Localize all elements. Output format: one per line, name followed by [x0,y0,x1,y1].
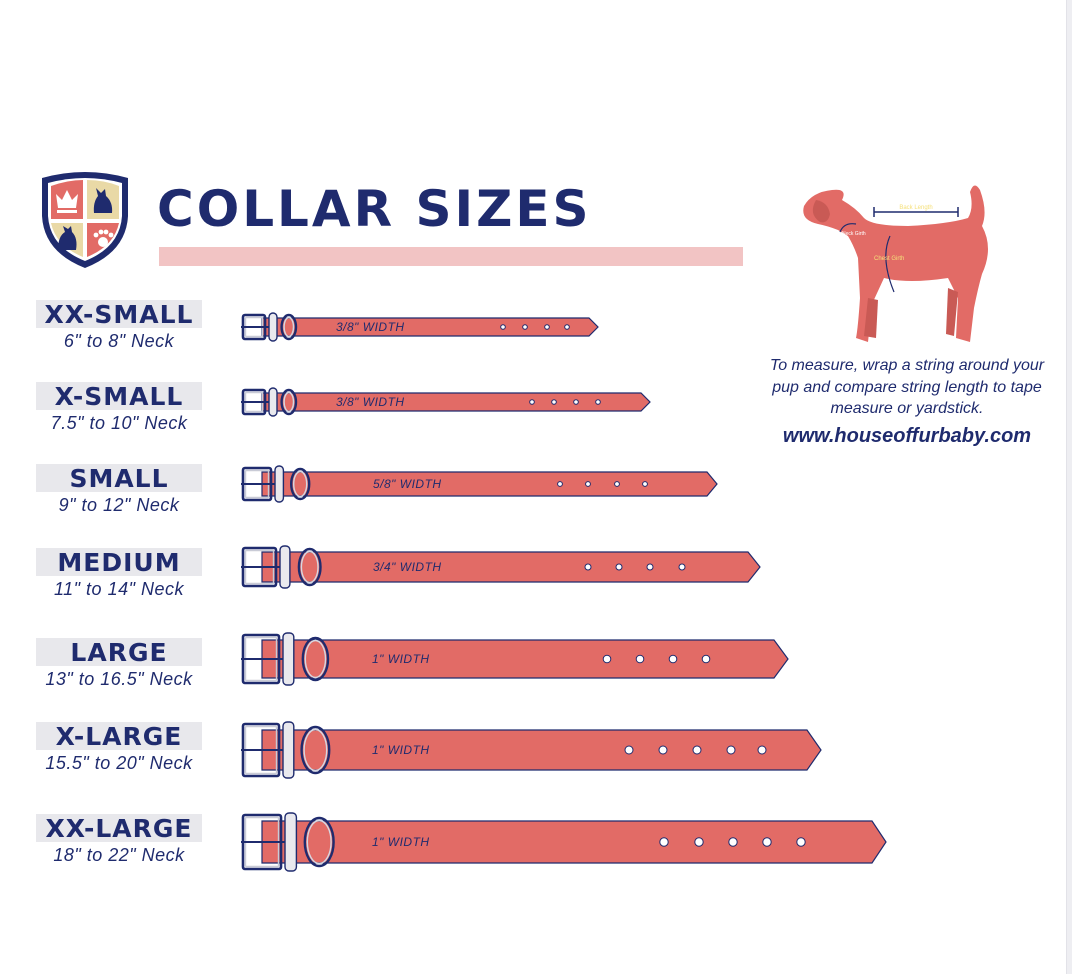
crest-logo [42,172,128,268]
neck-range: 13" to 16.5" Neck [45,669,193,689]
neck-range: 9" to 12" Neck [58,495,180,515]
size-name: LARGE [36,638,202,667]
neck-range: 6" to 8" Neck [63,331,175,351]
size-name: MEDIUM [36,548,202,577]
chest-girth-label: Chest Girth [874,256,904,262]
size-row: SMALL 9" to 12" Neck [36,464,936,534]
title-underline [159,247,743,266]
size-row: X-LARGE 15.5" to 20" Neck [36,722,936,792]
page-title: COLLAR SIZES [157,180,592,238]
size-row: LARGE 13" to 16.5" Neck [36,638,936,708]
size-row: MEDIUM 11" to 14" Neck [36,548,936,618]
size-name: XX-SMALL [36,300,202,329]
size-name: SMALL [36,464,202,493]
neck-range: 15.5" to 20" Neck [45,753,193,773]
size-row: XX-SMALL 6" to 8" Neck [36,300,936,370]
measure-instructions: To measure, wrap a string around your pu… [769,357,1045,417]
size-name: XX-LARGE [36,814,202,843]
neck-range: 11" to 14" Neck [53,579,184,599]
size-row: XX-LARGE 18" to 22" Neck [36,814,936,884]
size-row: X-SMALL 7.5" to 10" Neck [36,382,936,452]
size-name: X-SMALL [36,382,202,411]
back-length-label: Back Length [899,205,932,211]
size-name: X-LARGE [36,722,202,751]
neck-range: 7.5" to 10" Neck [50,413,188,433]
neck-girth-label: Neck Girth [842,231,866,237]
neck-range: 18" to 22" Neck [53,845,185,865]
page-edge [1066,0,1072,974]
website-link[interactable]: www.houseoffurbaby.com [782,425,1032,447]
dog-diagram: Back Length Neck Girth Chest Girth [803,185,988,342]
